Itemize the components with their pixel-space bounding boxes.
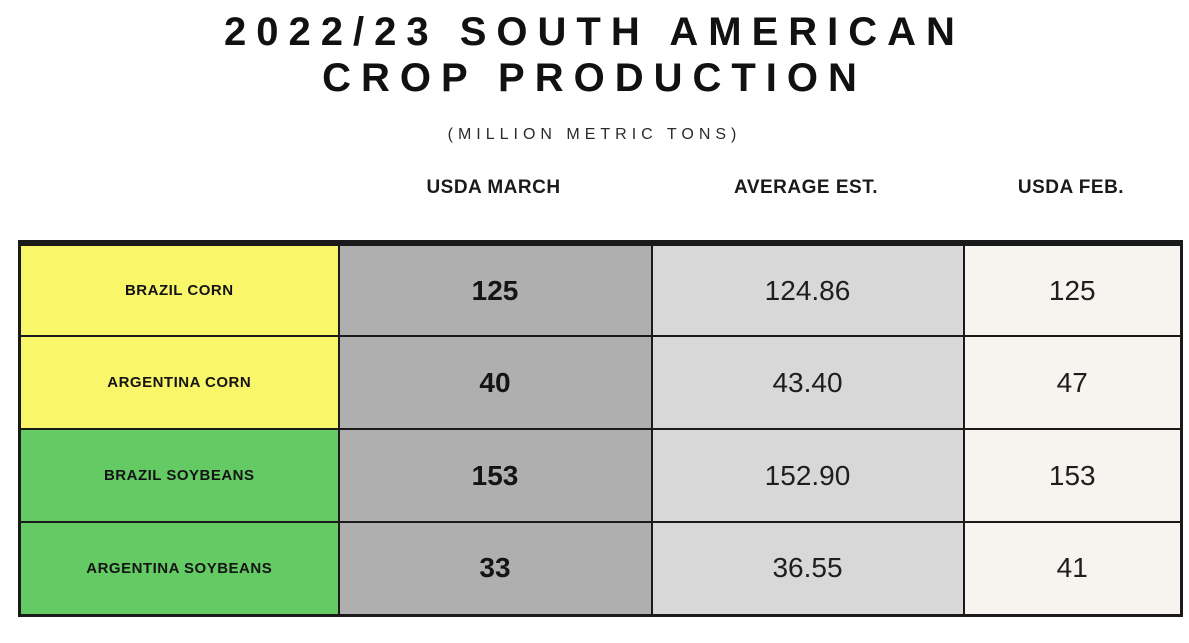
table-row-argentina-soybeans: ARGENTINA SOYBEANS 33 36.55 41	[18, 521, 1183, 617]
usda-march-value: 125	[337, 242, 653, 338]
column-header-spacer	[18, 177, 337, 199]
table-row-brazil-soybeans: BRAZIL SOYBEANS 153 152.90 153	[18, 428, 1183, 524]
table-row-argentina-corn: ARGENTINA CORN 40 43.40 47	[18, 335, 1183, 431]
usda-march-value: 153	[337, 428, 653, 524]
row-label: BRAZIL SOYBEANS	[18, 428, 340, 524]
table-row-brazil-corn: BRAZIL CORN 125 124.86 125	[18, 242, 1183, 338]
usda-march-value: 40	[337, 335, 653, 431]
usda-feb-value: 47	[962, 335, 1183, 431]
row-label: ARGENTINA SOYBEANS	[18, 521, 340, 617]
row-label: BRAZIL CORN	[18, 242, 340, 338]
usda-feb-value: 153	[962, 428, 1183, 524]
usda-feb-value: 41	[962, 521, 1183, 617]
column-header-row: USDA MARCH AVERAGE EST. USDA FEB.	[18, 177, 1180, 199]
column-header-average-est: AVERAGE EST.	[734, 177, 878, 199]
infographic-page: 2022/23 SOUTH AMERICAN CROP PRODUCTION (…	[0, 10, 1189, 643]
average-est-value: 152.90	[650, 428, 965, 524]
column-header-usda-feb: USDA FEB.	[1017, 177, 1125, 199]
crop-production-table: BRAZIL CORN 125 124.86 125 ARGENTINA COR…	[18, 240, 1183, 617]
usda-march-value: 33	[337, 521, 653, 617]
average-est-value: 43.40	[650, 335, 965, 431]
usda-feb-value: 125	[962, 242, 1183, 338]
row-label: ARGENTINA CORN	[18, 335, 340, 431]
column-header-usda-march: USDA MARCH	[426, 177, 561, 199]
average-est-value: 36.55	[650, 521, 965, 617]
page-title: 2022/23 SOUTH AMERICAN CROP PRODUCTION	[224, 10, 965, 100]
average-est-value: 124.86	[650, 242, 965, 338]
page-subtitle: (MILLION METRIC TONS)	[447, 126, 742, 144]
